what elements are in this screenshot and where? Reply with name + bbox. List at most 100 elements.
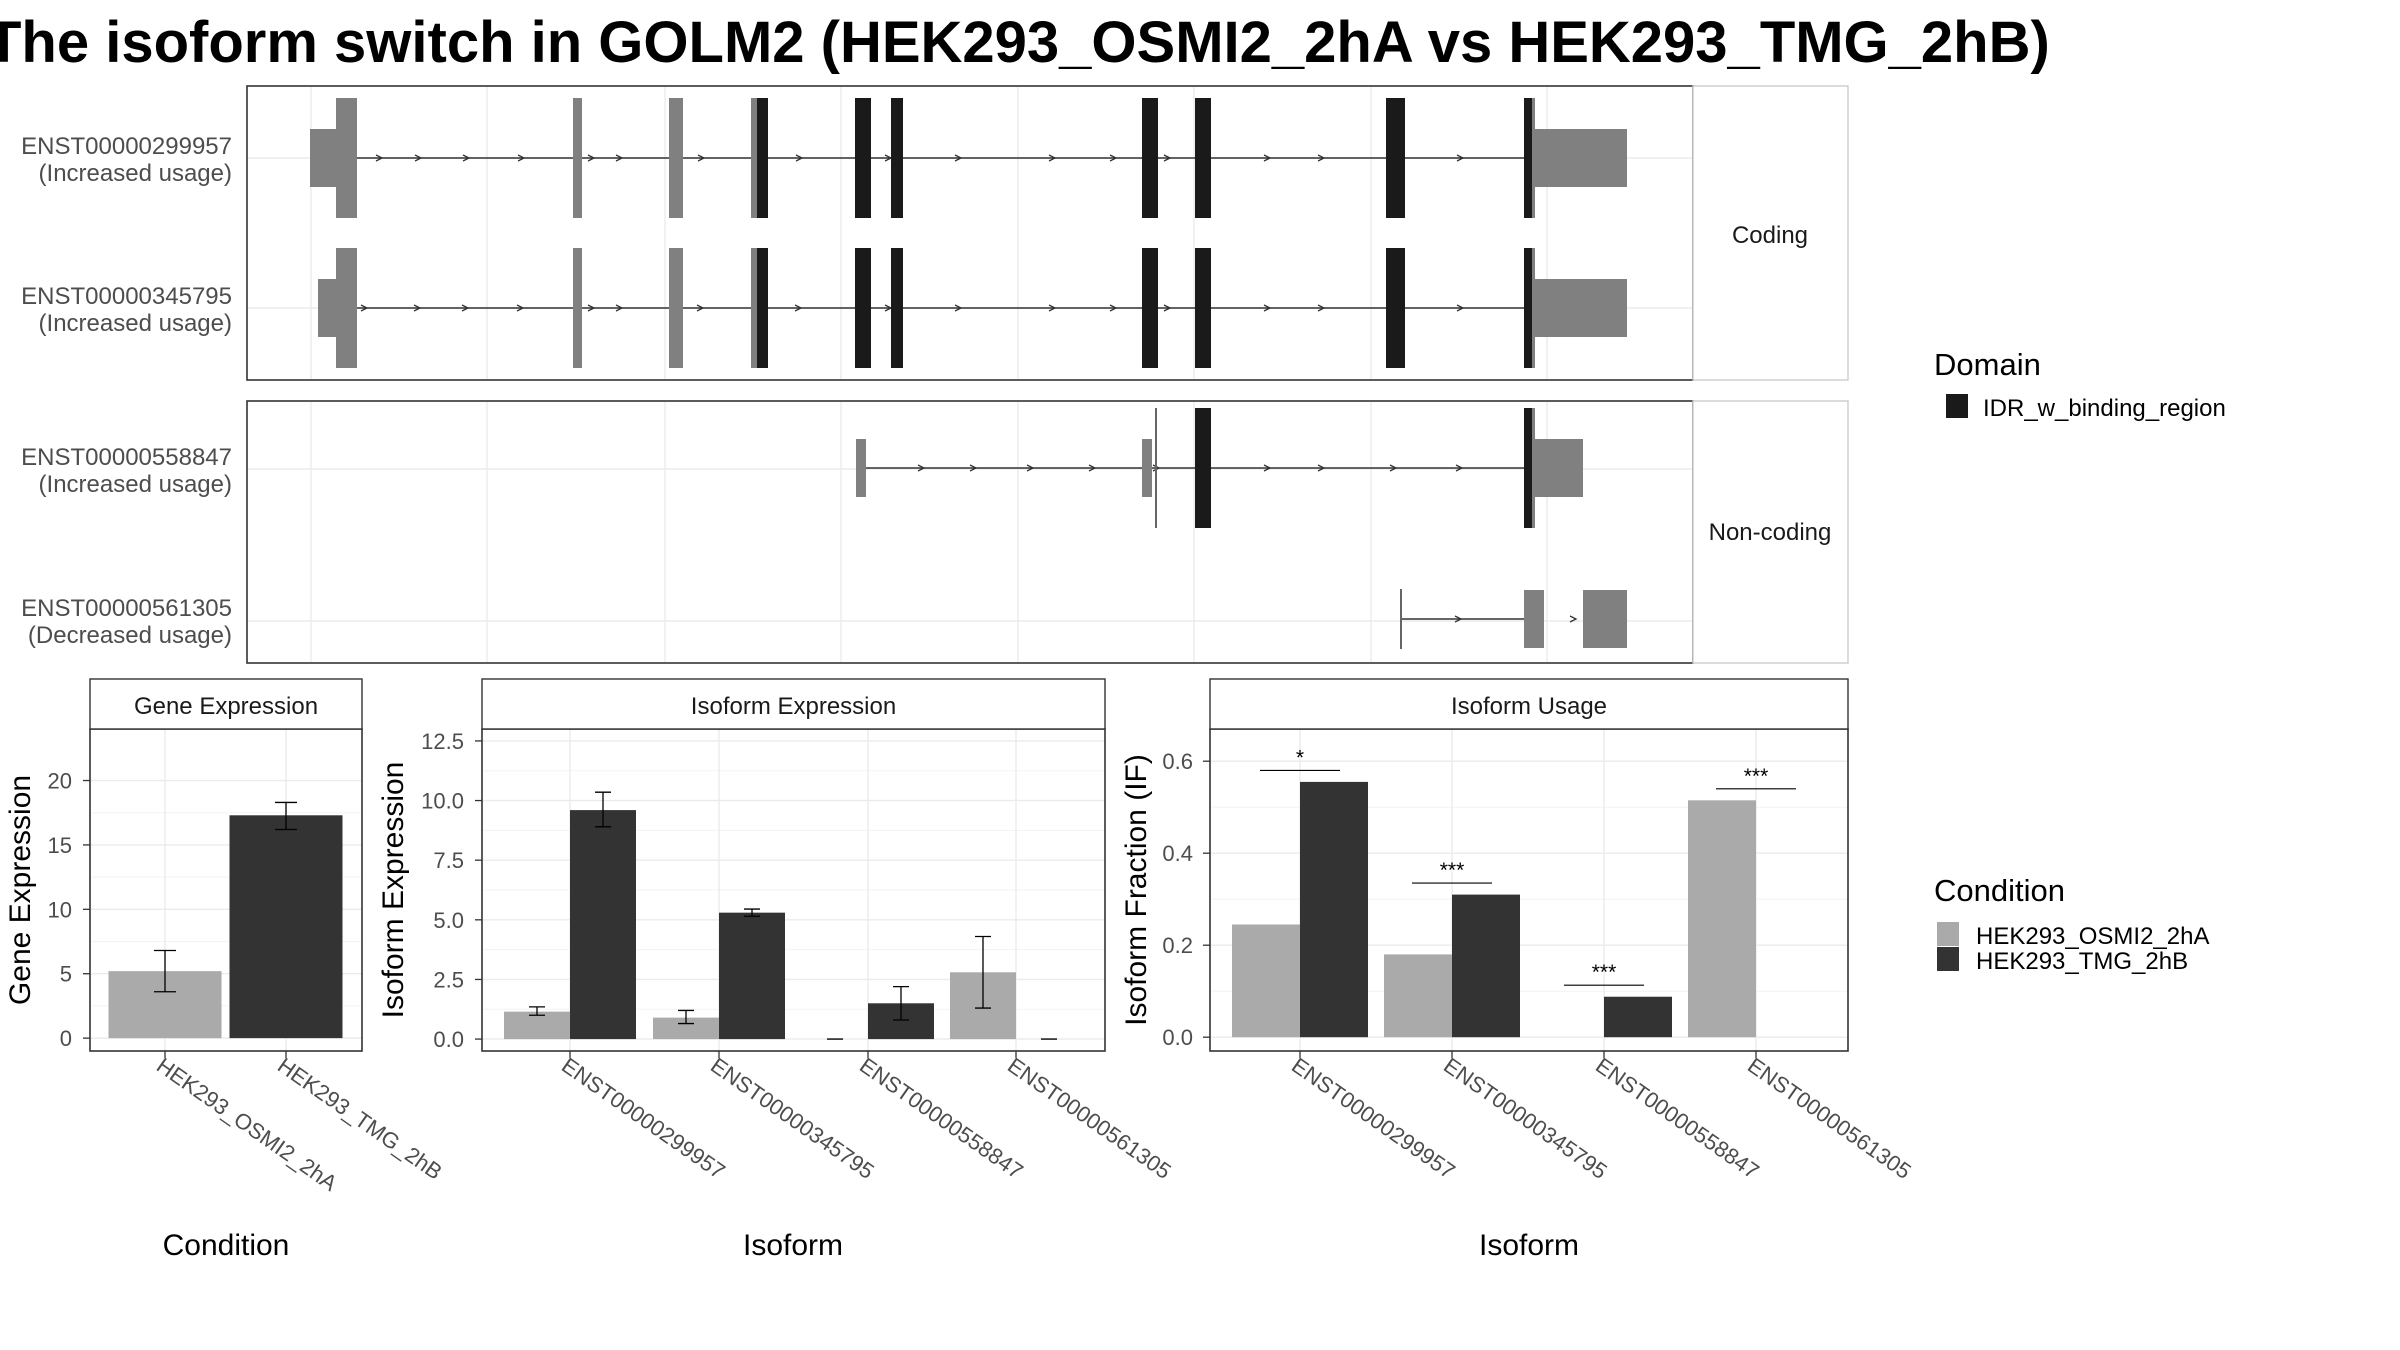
domain-legend: Domain IDR_w_binding_region <box>1934 347 2226 422</box>
utr-exon <box>856 439 866 497</box>
bar <box>504 1011 570 1040</box>
domain-legend-key <box>1946 394 1968 418</box>
domain-region <box>1524 408 1532 528</box>
intron-arrow <box>1263 304 1272 312</box>
bar <box>570 810 636 1040</box>
domain-region <box>1524 248 1532 368</box>
chart-panel-2: Isoform Expression 0.0 2.5 5.0 7.5 10.0 12.5 EN… <box>377 678 1176 1262</box>
intron-arrow <box>516 304 525 312</box>
transcript-usage: (Decreased usage) <box>28 622 232 649</box>
transcript-usage: (Increased usage) <box>39 310 232 337</box>
x-axis-title: Condition <box>163 1229 290 1262</box>
bar <box>1384 954 1452 1038</box>
domain-region <box>757 248 768 368</box>
bar <box>1604 996 1672 1038</box>
domain-region <box>855 248 871 368</box>
domain-region <box>891 98 903 218</box>
domain-region <box>855 98 871 218</box>
intron-arrow <box>1109 154 1118 162</box>
intron-arrow <box>1569 615 1578 623</box>
figure-title: The isoform switch in GOLM2 (HEK293_OSMI… <box>0 10 2050 75</box>
intron-arrow <box>917 464 926 472</box>
condition-legend-label-a: HEK293_OSMI2_2hA <box>1976 923 2209 950</box>
y-tick-label: 0.6 <box>1162 749 1193 774</box>
y-tick-label: 0.0 <box>433 1027 464 1052</box>
intron-arrow <box>1263 464 1272 472</box>
bar <box>653 1017 719 1040</box>
intron-arrow <box>969 464 978 472</box>
error-bar <box>893 985 909 1021</box>
coding-exon <box>336 98 357 218</box>
significance-label: *** <box>1744 765 1769 788</box>
condition-legend-title: Condition <box>1934 873 2065 908</box>
intron-arrow <box>587 304 596 312</box>
noncoding-strip-label: Non-coding <box>1709 519 1832 546</box>
charts: Gene Expression05101520HEK293_OSMI2_2hAH… <box>4 678 1916 1262</box>
utr-exon <box>1535 279 1627 337</box>
domain-region <box>1142 248 1158 368</box>
intron-arrow <box>1048 154 1057 162</box>
panel-strip <box>89 678 363 730</box>
domain-region <box>1386 98 1405 218</box>
intron-arrow <box>517 154 526 162</box>
error-bar <box>154 949 176 993</box>
intron-arrow <box>1026 464 1035 472</box>
intron-arrow <box>795 154 804 162</box>
y-tick-label: 2.5 <box>433 967 464 992</box>
intron-arrow <box>1317 464 1326 472</box>
transcript-id: ENST00000561305 <box>21 595 232 622</box>
intron-arrow <box>1454 615 1463 623</box>
intron-arrow <box>587 154 596 162</box>
transcript-id: ENST00000558847 <box>21 444 232 471</box>
y-axis-title: Gene Expression <box>4 775 37 1005</box>
utr-exon <box>1535 439 1583 497</box>
panel-title: Isoform Expression <box>691 693 896 720</box>
x-axis-title: Isoform <box>743 1229 843 1262</box>
intron-arrow <box>413 304 422 312</box>
y-tick-label: 20 <box>48 769 72 794</box>
intron-arrow <box>696 304 705 312</box>
structure-exons <box>310 98 1627 649</box>
panel-strip <box>481 678 1106 730</box>
intron-arrow <box>1317 154 1326 162</box>
transcript-usage: (Increased usage) <box>39 160 232 187</box>
error-bar <box>275 801 297 831</box>
intron-arrow <box>615 154 624 162</box>
condition-legend-key-a <box>1937 922 1959 946</box>
bar <box>1452 894 1520 1038</box>
intron-arrow <box>375 154 384 162</box>
error-bar <box>595 791 611 828</box>
x-tick-label: ENST00000299957 <box>557 1053 730 1184</box>
intron-arrow <box>794 304 803 312</box>
utr-exon <box>318 279 336 337</box>
condition-legend-label-b: HEK293_TMG_2hB <box>1976 948 2188 975</box>
y-tick-label: 0.2 <box>1162 933 1193 958</box>
x-tick-label: ENST00000558847 <box>855 1053 1028 1184</box>
y-tick-label: 0 <box>60 1026 72 1051</box>
transcript-structure: Coding Non-coding ENST00000299957 (Incre… <box>21 85 1849 664</box>
y-tick-label: 5 <box>60 962 72 987</box>
coding-strip <box>1692 85 1849 381</box>
utr-exon <box>1583 590 1627 648</box>
intron-arrow <box>615 304 624 312</box>
error-bar <box>529 1006 545 1016</box>
coding-exon <box>751 248 759 368</box>
error-bar <box>678 1009 694 1025</box>
intron-arrow <box>1088 464 1097 472</box>
y-axis-title: Isoform Fraction (IF) <box>1120 754 1153 1026</box>
significance-label: *** <box>1592 961 1617 984</box>
domain-region <box>757 98 768 218</box>
intron-arrow <box>697 154 706 162</box>
domain-region <box>1195 248 1211 368</box>
error-bar <box>975 935 991 1009</box>
coding-exon <box>573 248 582 368</box>
y-tick-label: 5.0 <box>433 908 464 933</box>
y-tick-label: 15 <box>48 833 72 858</box>
coding-exon <box>751 98 759 218</box>
transcript-id: ENST00000345795 <box>21 283 232 310</box>
coding-exon <box>669 248 683 368</box>
error-bar <box>744 908 760 917</box>
intron-arrow <box>461 304 470 312</box>
domain-region <box>891 248 903 368</box>
